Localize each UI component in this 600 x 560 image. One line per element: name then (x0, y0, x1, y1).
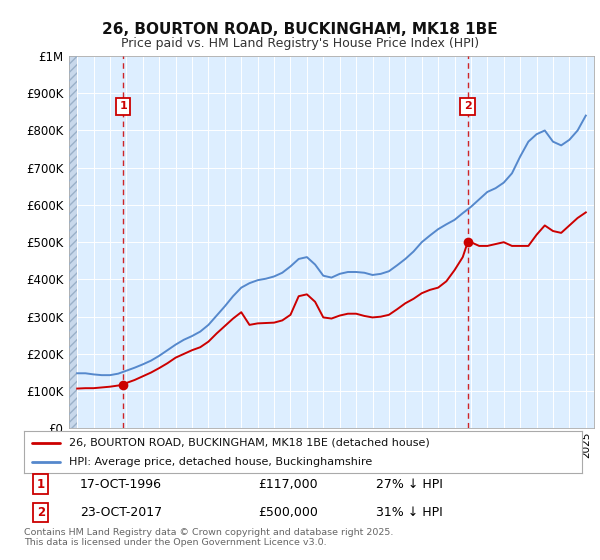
Text: Price paid vs. HM Land Registry's House Price Index (HPI): Price paid vs. HM Land Registry's House … (121, 37, 479, 50)
Text: 1: 1 (37, 478, 45, 491)
Text: 27% ↓ HPI: 27% ↓ HPI (376, 478, 442, 491)
Text: 2: 2 (37, 506, 45, 519)
Text: Contains HM Land Registry data © Crown copyright and database right 2025.
This d: Contains HM Land Registry data © Crown c… (24, 528, 394, 547)
Text: 1: 1 (119, 101, 127, 111)
Text: 26, BOURTON ROAD, BUCKINGHAM, MK18 1BE (detached house): 26, BOURTON ROAD, BUCKINGHAM, MK18 1BE (… (68, 437, 430, 447)
Text: £500,000: £500,000 (259, 506, 318, 519)
Text: 2: 2 (464, 101, 472, 111)
Bar (69, 56, 77, 428)
Text: 17-OCT-1996: 17-OCT-1996 (80, 478, 162, 491)
Text: £117,000: £117,000 (259, 478, 318, 491)
Bar (69, 56, 77, 428)
Text: HPI: Average price, detached house, Buckinghamshire: HPI: Average price, detached house, Buck… (68, 457, 372, 467)
Text: 23-OCT-2017: 23-OCT-2017 (80, 506, 162, 519)
Text: 31% ↓ HPI: 31% ↓ HPI (376, 506, 442, 519)
Text: 26, BOURTON ROAD, BUCKINGHAM, MK18 1BE: 26, BOURTON ROAD, BUCKINGHAM, MK18 1BE (102, 22, 498, 38)
